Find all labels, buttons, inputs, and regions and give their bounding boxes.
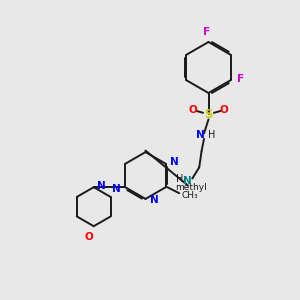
Text: N: N <box>150 195 158 206</box>
Text: F: F <box>203 27 211 37</box>
Text: F: F <box>237 74 244 84</box>
Text: N: N <box>183 176 192 186</box>
Text: N: N <box>170 157 179 167</box>
Text: N: N <box>112 184 121 194</box>
Text: methyl: methyl <box>176 183 207 192</box>
Text: O: O <box>220 105 229 116</box>
Text: N: N <box>97 181 106 191</box>
Text: H: H <box>176 173 183 184</box>
Text: N: N <box>196 130 205 140</box>
Text: H: H <box>208 130 215 140</box>
Text: O: O <box>85 232 94 242</box>
Text: O: O <box>188 105 197 116</box>
Text: S: S <box>204 107 213 121</box>
Text: CH₃: CH₃ <box>182 191 198 200</box>
